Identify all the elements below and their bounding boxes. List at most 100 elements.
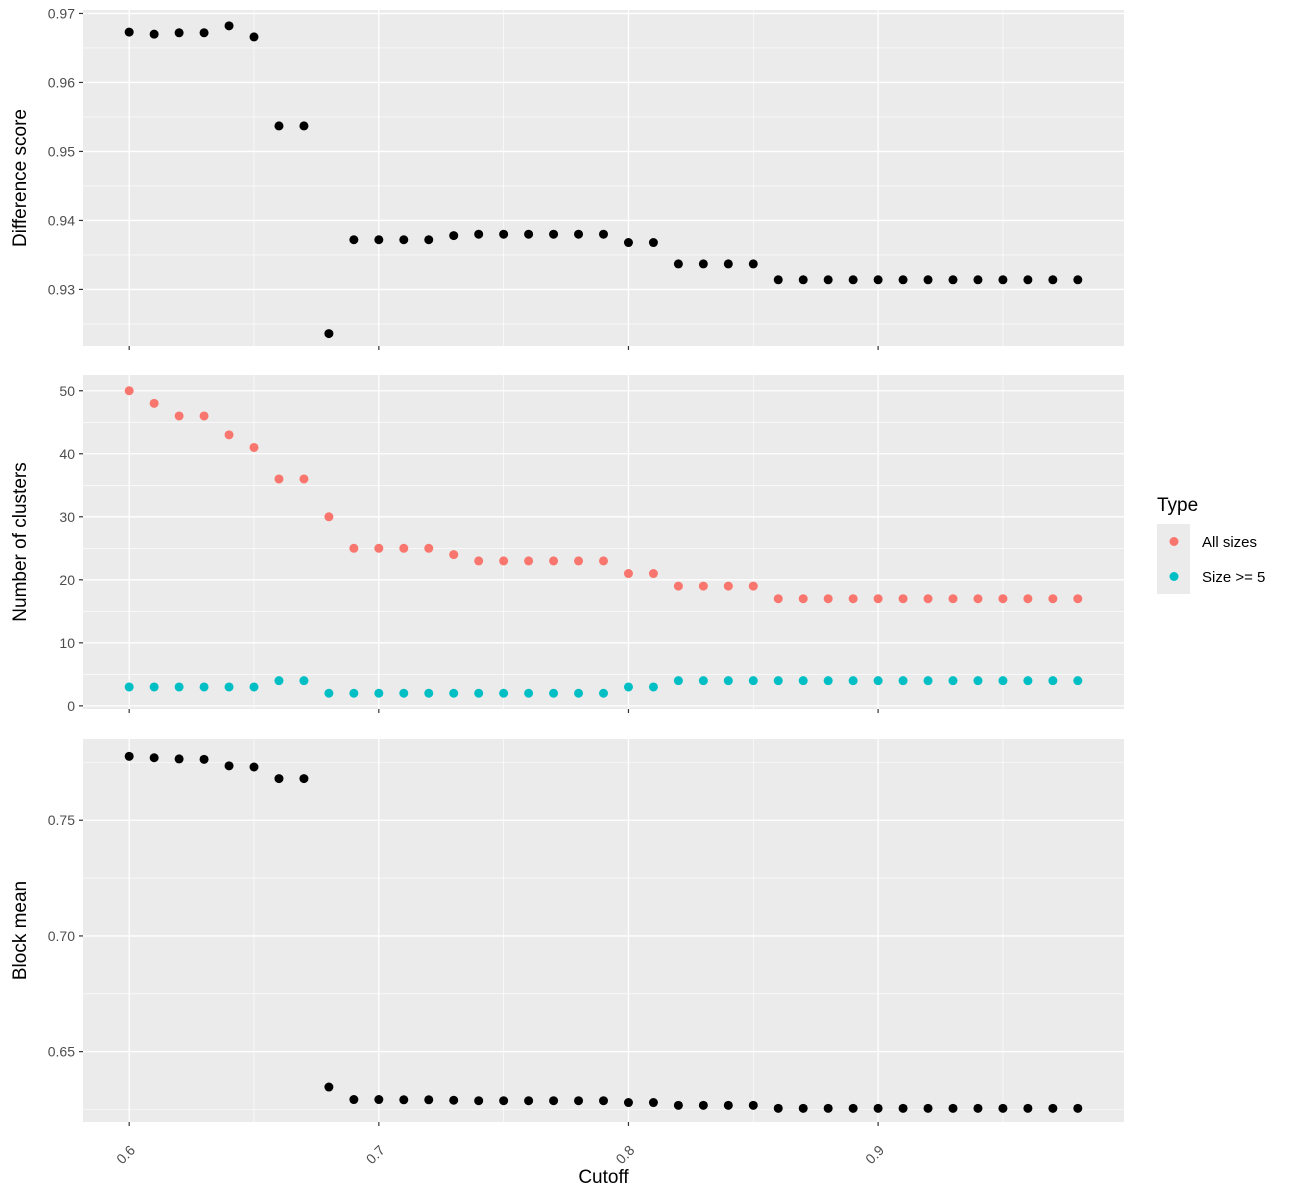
data-point xyxy=(499,688,509,698)
data-point xyxy=(399,1095,409,1105)
data-point xyxy=(723,259,733,269)
data-point xyxy=(973,1103,983,1113)
data-point xyxy=(1023,1103,1033,1113)
data-point xyxy=(399,543,409,553)
data-point xyxy=(224,21,234,31)
data-point xyxy=(623,682,633,692)
data-point xyxy=(599,1096,608,1106)
data-point xyxy=(224,761,234,771)
data-point xyxy=(324,688,334,698)
data-point xyxy=(149,753,159,763)
data-point xyxy=(623,238,633,248)
data-point xyxy=(149,29,159,39)
data-point xyxy=(299,474,309,484)
data-point xyxy=(324,329,334,339)
data-point xyxy=(499,556,509,566)
data-point xyxy=(224,682,234,692)
data-point xyxy=(1023,275,1033,285)
data-point xyxy=(623,569,633,579)
y-tick-label: 50 xyxy=(59,383,75,399)
data-point xyxy=(773,594,783,604)
data-point xyxy=(698,1100,708,1110)
data-point xyxy=(773,676,783,686)
series xyxy=(124,751,1083,1113)
data-point xyxy=(599,688,608,698)
y-tick-label: 20 xyxy=(59,572,75,588)
data-point xyxy=(549,1096,559,1106)
legend-items: All sizes Size >= 5 xyxy=(1157,524,1265,594)
panel-background xyxy=(83,10,1124,346)
data-point xyxy=(823,275,833,285)
data-point xyxy=(923,1103,933,1113)
data-point xyxy=(424,1095,434,1105)
data-point xyxy=(274,121,284,131)
data-point xyxy=(174,411,184,421)
data-point xyxy=(474,688,484,698)
data-point xyxy=(748,1100,758,1110)
data-point xyxy=(524,688,534,698)
x-tick-label: 0.8 xyxy=(612,1142,637,1167)
data-point xyxy=(623,1098,633,1108)
data-point xyxy=(374,1095,384,1105)
data-point xyxy=(748,259,758,269)
data-point xyxy=(698,259,708,269)
data-point xyxy=(549,229,559,239)
data-point xyxy=(848,275,858,285)
y-tick-label: 30 xyxy=(59,509,75,525)
data-point xyxy=(424,688,434,698)
data-point xyxy=(823,594,833,604)
data-point xyxy=(374,543,384,553)
data-point xyxy=(1048,594,1058,604)
data-point xyxy=(698,676,708,686)
data-point xyxy=(673,676,683,686)
data-point xyxy=(848,1103,858,1113)
data-point xyxy=(873,1103,883,1113)
data-point xyxy=(773,1103,783,1113)
data-point xyxy=(524,1096,534,1106)
data-point xyxy=(599,229,608,239)
data-point xyxy=(449,688,459,698)
y-tick-label: 0.95 xyxy=(48,143,75,159)
data-point xyxy=(673,581,683,591)
data-point xyxy=(274,774,284,784)
data-point xyxy=(973,275,983,285)
data-point xyxy=(648,569,658,579)
data-point xyxy=(599,556,608,566)
data-point xyxy=(124,682,134,692)
data-point xyxy=(998,1103,1008,1113)
y-tick-label: 0.65 xyxy=(48,1044,75,1060)
data-point xyxy=(449,550,459,560)
data-point xyxy=(424,235,434,245)
data-point xyxy=(574,229,584,239)
data-point xyxy=(299,121,309,131)
x-axis-title: Cutoff xyxy=(578,1167,629,1188)
data-point xyxy=(923,676,933,686)
data-point xyxy=(673,1100,683,1110)
y-tick-label: 40 xyxy=(59,446,75,462)
data-point xyxy=(873,676,883,686)
data-point xyxy=(948,1103,958,1113)
data-point xyxy=(449,231,459,241)
data-point xyxy=(574,688,584,698)
data-point xyxy=(199,754,209,764)
data-point xyxy=(798,1103,808,1113)
y-axis-title: Block mean xyxy=(10,881,31,980)
data-point xyxy=(374,235,384,245)
legend-label: Size >= 5 xyxy=(1202,569,1265,586)
chart-panels: 0.93 0.94 0.95 0.96 0.97 Difference score 0 10 2… xyxy=(10,5,1124,1167)
x-tick-label: 0.9 xyxy=(862,1142,887,1167)
y-tick-label: 0.94 xyxy=(48,212,75,228)
data-point xyxy=(1048,1103,1058,1113)
data-point xyxy=(474,1096,484,1106)
y-tick-label: 0.96 xyxy=(48,74,75,90)
data-point xyxy=(349,688,359,698)
data-point xyxy=(124,751,134,761)
data-point xyxy=(923,594,933,604)
data-point xyxy=(648,682,658,692)
data-point xyxy=(1073,594,1083,604)
data-point xyxy=(399,235,409,245)
panel-3: 0.65 0.70 0.75 Block mean xyxy=(10,739,1124,1126)
panel-background xyxy=(83,375,1124,709)
data-point xyxy=(848,676,858,686)
data-point xyxy=(698,581,708,591)
